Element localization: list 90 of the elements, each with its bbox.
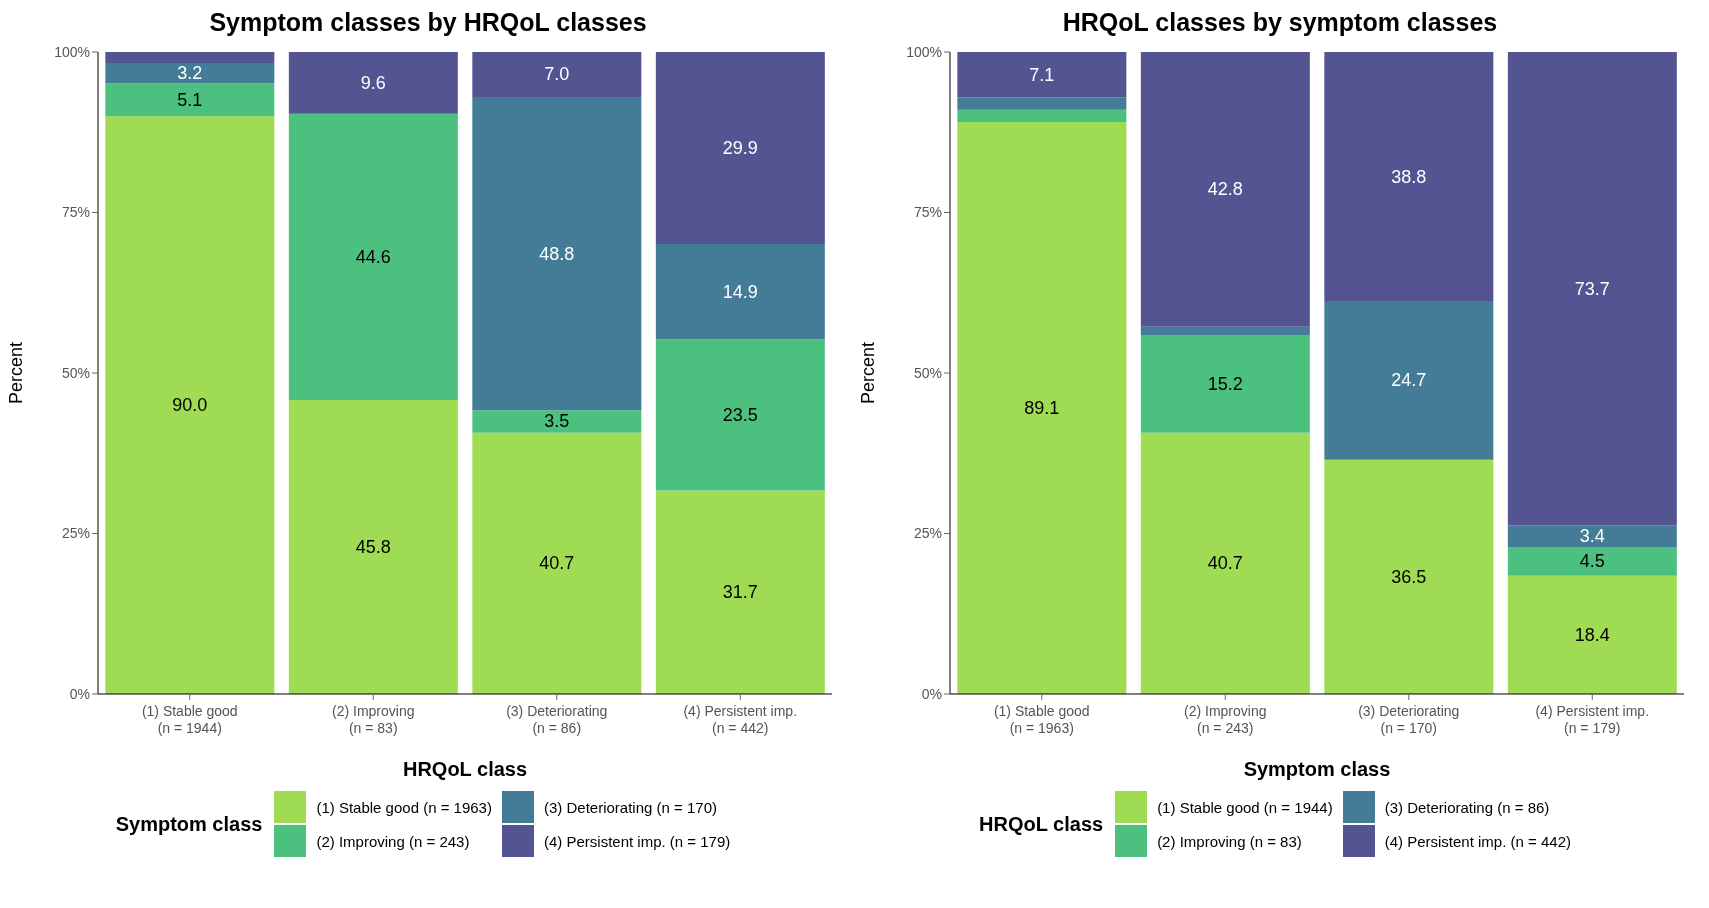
bar xyxy=(1140,335,1310,433)
x-axis-title: HRQoL class xyxy=(402,758,528,781)
bar xyxy=(957,52,1127,98)
data-label: 40.7 xyxy=(539,553,575,574)
x-tick-label: (2) Improving (n = 243) xyxy=(1184,703,1267,736)
y-tick-label: 100% xyxy=(906,43,942,60)
bar xyxy=(957,121,1127,694)
y-tick-label: 0% xyxy=(69,685,90,702)
y-axis-title: Percent xyxy=(6,341,27,405)
legend-label: (2) Improving (n = 243) xyxy=(316,832,470,850)
legend-title: Symptom class xyxy=(115,812,263,836)
data-label: 29.9 xyxy=(722,137,758,158)
bar xyxy=(655,243,825,340)
legend-label: (3) Deteriorating (n = 170) xyxy=(543,798,717,816)
data-label: 3.2 xyxy=(177,63,203,84)
bar xyxy=(105,83,275,117)
bar xyxy=(105,62,275,84)
data-label: 23.5 xyxy=(722,405,758,426)
data-label: 40.7 xyxy=(1207,553,1243,574)
data-label: 31.7 xyxy=(722,582,758,603)
y-tick-label: 50% xyxy=(61,364,90,381)
data-label: 38.8 xyxy=(1391,166,1427,187)
bar xyxy=(655,339,825,491)
y-tick-label: 0% xyxy=(921,685,942,702)
bar xyxy=(655,52,825,244)
data-label: 36.5 xyxy=(1391,566,1427,587)
bar xyxy=(288,52,458,114)
bar xyxy=(1507,575,1677,694)
bar xyxy=(655,490,825,694)
x-axis-title: Symptom class xyxy=(1243,758,1391,781)
bar xyxy=(472,96,642,411)
data-label: 18.4 xyxy=(1574,624,1610,645)
y-tick-label: 25% xyxy=(913,525,942,542)
x-tick-label: (4) Persistent imp. (n = 442) xyxy=(683,703,798,736)
bar xyxy=(1324,301,1494,460)
data-label: 14.9 xyxy=(722,281,758,302)
bar xyxy=(1140,52,1310,327)
data-label: 3.4 xyxy=(1579,526,1605,547)
y-axis-title: Percent xyxy=(858,341,879,405)
bar xyxy=(472,52,642,97)
data-label: 5.1 xyxy=(177,89,203,110)
x-tick-label: (3) Deteriorating (n = 86) xyxy=(506,703,608,736)
data-label: 48.8 xyxy=(539,243,575,264)
bar xyxy=(472,432,642,694)
data-label: 24.7 xyxy=(1391,370,1427,391)
bar xyxy=(1324,52,1494,302)
chart-title: Symptom classes by HRQoL classes xyxy=(208,8,648,38)
bar xyxy=(1507,546,1677,576)
bar xyxy=(957,97,1127,110)
data-label: 42.8 xyxy=(1207,179,1243,200)
legend-label: (1) Stable good (n = 1944) xyxy=(1157,798,1333,816)
bar xyxy=(1140,432,1310,694)
bar xyxy=(1140,326,1310,336)
data-label: 15.2 xyxy=(1207,373,1243,394)
data-label: 9.6 xyxy=(360,72,386,93)
legend-label: (4) Persistent imp. (n = 179) xyxy=(543,832,731,850)
x-tick-label: (4) Persistent imp. (n = 179) xyxy=(1535,703,1650,736)
bar xyxy=(105,52,275,63)
legend-title: HRQoL class xyxy=(979,812,1104,836)
bar xyxy=(1507,525,1677,547)
data-label: 4.5 xyxy=(1579,551,1605,572)
y-tick-label: 75% xyxy=(61,204,90,221)
bar xyxy=(105,116,275,694)
y-tick-label: 75% xyxy=(913,204,942,221)
legend-label: (4) Persistent imp. (n = 442) xyxy=(1384,832,1571,850)
data-label: 90.0 xyxy=(172,395,208,416)
data-label: 73.7 xyxy=(1574,278,1610,299)
x-tick-label: (1) Stable good (n = 1963) xyxy=(993,703,1090,736)
bar xyxy=(1324,459,1494,694)
x-tick-label: (3) Deteriorating (n = 170) xyxy=(1358,703,1460,736)
chart-title: HRQoL classes by symptom classes xyxy=(1061,8,1499,38)
y-tick-label: 25% xyxy=(61,525,90,542)
data-label: 3.5 xyxy=(544,411,570,432)
bar xyxy=(1507,52,1677,526)
data-label: 45.8 xyxy=(355,536,391,557)
x-tick-label: (1) Stable good (n = 1944) xyxy=(141,703,238,736)
bar xyxy=(288,399,458,694)
y-tick-label: 100% xyxy=(54,43,90,60)
data-label: 7.0 xyxy=(544,64,570,85)
data-label: 44.6 xyxy=(355,246,391,267)
data-label: 89.1 xyxy=(1024,397,1060,418)
x-tick-label: (2) Improving (n = 83) xyxy=(332,703,415,736)
bar xyxy=(288,113,458,400)
y-tick-label: 50% xyxy=(913,364,942,381)
legend-label: (3) Deteriorating (n = 86) xyxy=(1384,798,1550,816)
bar xyxy=(957,109,1127,122)
legend-label: (1) Stable good (n = 1963) xyxy=(316,798,492,816)
bar xyxy=(472,410,642,433)
legend-label: (2) Improving (n = 83) xyxy=(1157,832,1302,850)
data-label: 7.1 xyxy=(1029,64,1055,85)
